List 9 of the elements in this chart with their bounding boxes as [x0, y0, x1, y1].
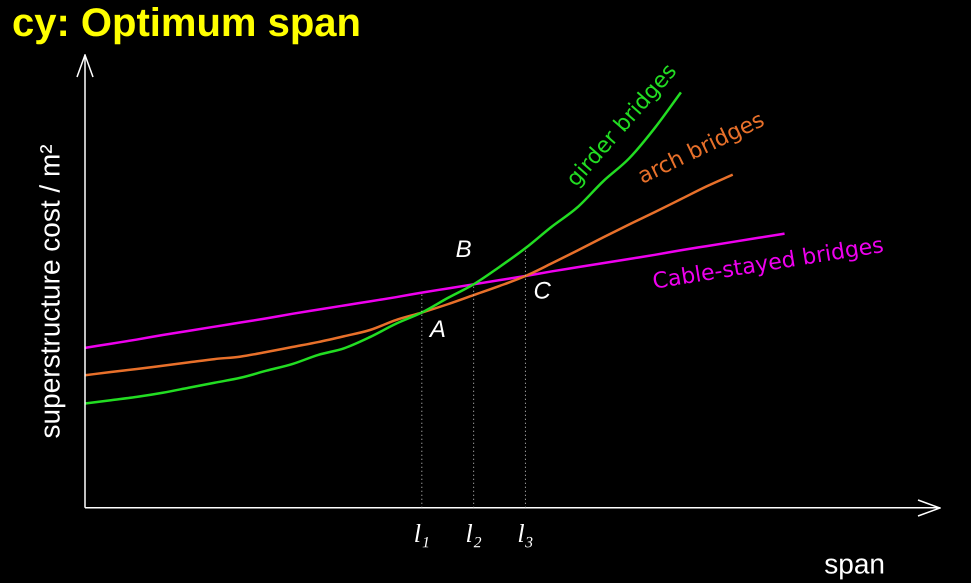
annotation: C — [533, 278, 552, 305]
x-tick-label: l₁ — [414, 519, 430, 548]
y-axis-title: superstructure cost / m² — [34, 144, 66, 438]
x-axis-title: span — [824, 548, 885, 580]
annotation: A — [428, 316, 446, 344]
chart-title: cy: Optimum span — [12, 0, 361, 46]
x-tick-label: l₂ — [466, 519, 482, 548]
x-tick-label: l₃ — [517, 519, 534, 548]
annotation: B — [456, 236, 472, 263]
